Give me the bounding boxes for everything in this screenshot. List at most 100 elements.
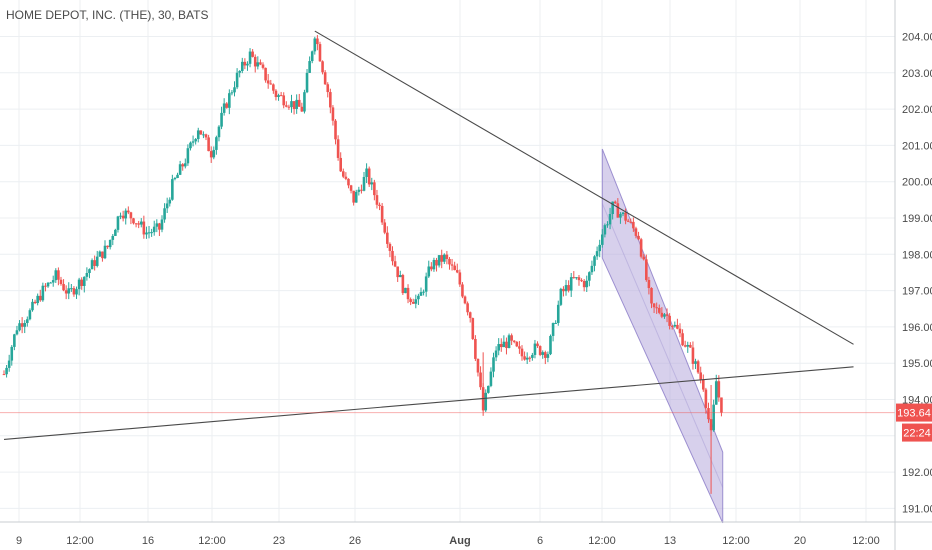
candle-body [256, 62, 260, 67]
candle-body [476, 358, 480, 373]
candle-body [422, 291, 425, 293]
candle-body [339, 157, 342, 172]
candle-body [95, 256, 99, 266]
candle-body [655, 307, 658, 309]
x-tick-label: 12:00 [588, 535, 616, 547]
candle-body [463, 296, 467, 304]
candle-body [370, 182, 374, 185]
candle-body [520, 348, 524, 357]
candle-body [536, 343, 539, 347]
candle-body [424, 276, 428, 292]
candle-body [453, 265, 456, 271]
x-tick-label: 12:00 [66, 535, 94, 547]
candle-body [194, 139, 197, 142]
candle-body [336, 139, 340, 158]
x-tick-label: 13 [664, 535, 676, 547]
candle-body [168, 199, 172, 204]
trend-lines [3, 30, 854, 440]
candle-body [523, 356, 526, 360]
candle-body [585, 280, 589, 288]
candle-body [660, 312, 664, 317]
candle-body [321, 61, 324, 73]
grid [0, 0, 895, 522]
candle-body [608, 214, 612, 225]
candle-body [515, 341, 519, 347]
candle-body [673, 324, 677, 327]
trend-line [3, 366, 854, 440]
candle-body [629, 221, 633, 223]
y-tick-label: 195.00 [902, 358, 932, 370]
candle-body [657, 307, 661, 313]
candle-body [365, 168, 368, 177]
candle-body [204, 134, 208, 138]
candle-body [15, 330, 19, 335]
candle-body [577, 277, 581, 281]
candle-body [318, 44, 322, 62]
candle-body [310, 51, 314, 62]
candle-body [155, 223, 159, 227]
x-tick-label: 12:00 [722, 535, 750, 547]
candle-body [497, 344, 500, 351]
candle-body [613, 201, 617, 204]
candle-body [31, 301, 34, 311]
candle-body [103, 245, 107, 259]
candle-body [137, 223, 140, 225]
candle-body [502, 341, 506, 348]
candle-body [626, 220, 630, 222]
candle-body [647, 280, 651, 289]
candle-body [652, 303, 656, 308]
candle-body [269, 83, 273, 85]
candle-body [411, 301, 415, 304]
candle-body [624, 212, 627, 221]
candle-body [354, 191, 358, 203]
candle-body [158, 223, 161, 230]
candle-body [668, 315, 671, 326]
candle-body [23, 323, 27, 327]
last-price-label: 193.64 [897, 408, 931, 420]
candle-body [588, 272, 591, 281]
candle-body [564, 285, 568, 292]
candle-body [145, 232, 148, 235]
candle-body [176, 174, 179, 179]
x-tick-label: 12:00 [852, 535, 880, 547]
candle-body [696, 361, 700, 373]
candle-body [391, 250, 394, 262]
candle-body [295, 99, 298, 109]
candle-body [64, 290, 68, 294]
candle-body [398, 275, 402, 278]
candle-body [209, 151, 213, 158]
candle-body [507, 335, 511, 349]
candle-body [300, 106, 304, 112]
candle-body [72, 288, 76, 295]
candle-body [165, 203, 169, 209]
candle-body [331, 107, 335, 121]
candle-body [518, 346, 521, 349]
x-tick-label: 20 [794, 535, 806, 547]
candle-body [178, 164, 182, 175]
candle-body [277, 95, 280, 98]
candle-body [41, 285, 45, 301]
candle-body [152, 226, 156, 233]
candle-body [279, 95, 283, 97]
candle-body [51, 280, 55, 283]
candle-body [98, 251, 102, 257]
candle-body [419, 292, 423, 296]
candle-body [632, 221, 635, 229]
candle-body [707, 408, 710, 420]
candle-body [233, 87, 236, 93]
candle-body [466, 303, 469, 313]
candle-body [575, 277, 578, 279]
candle-body [316, 38, 319, 45]
candle-body [681, 333, 684, 346]
candle-body [323, 72, 327, 85]
candle-body [202, 134, 205, 136]
y-tick-label: 199.00 [902, 213, 932, 225]
y-tick-label: 203.00 [902, 68, 932, 80]
candle-body [220, 112, 223, 127]
candle-body [186, 148, 190, 164]
candle-body [676, 324, 679, 329]
candle-body [417, 295, 420, 300]
candle-body [272, 84, 275, 91]
